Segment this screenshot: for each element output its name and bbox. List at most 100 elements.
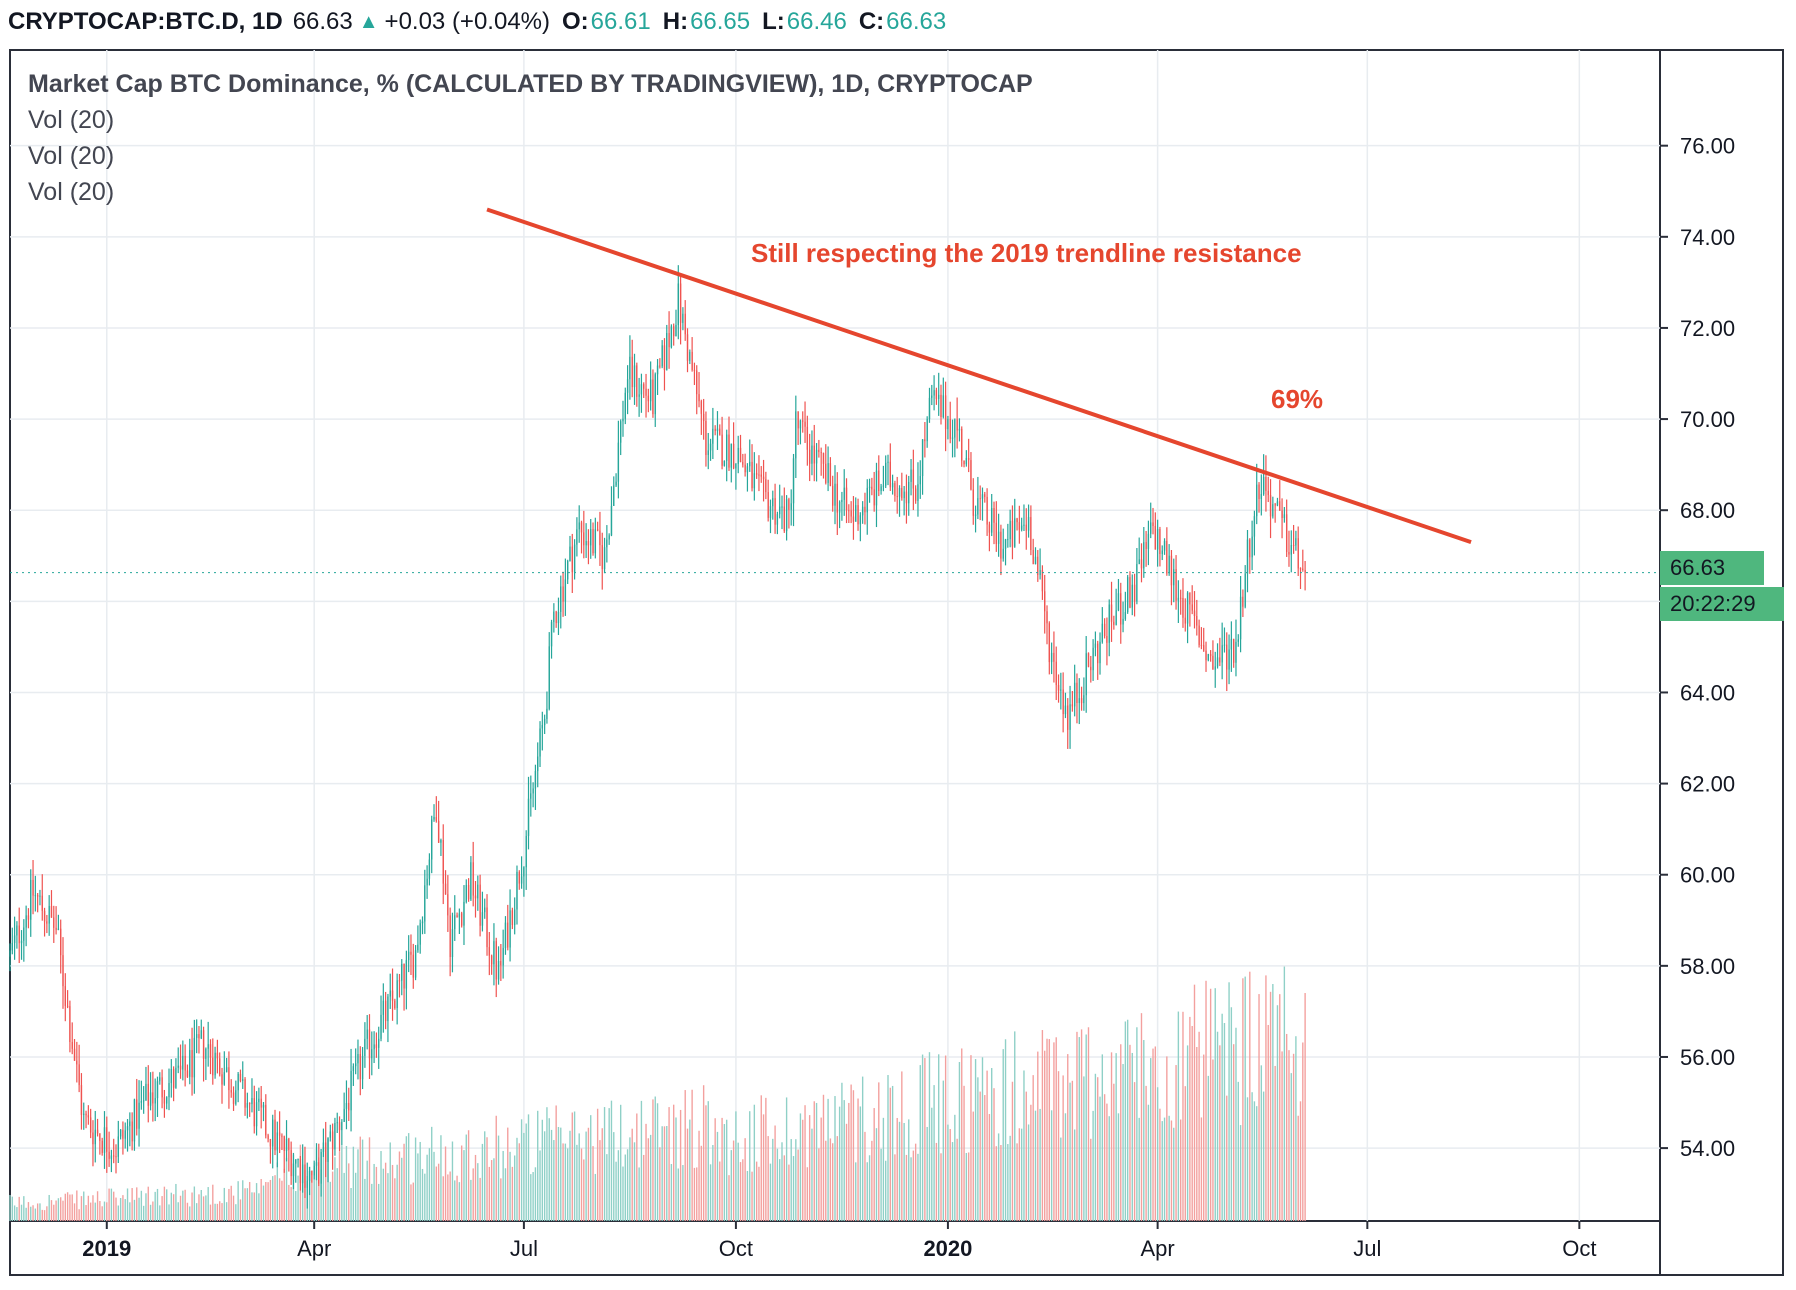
candle-body [590, 529, 592, 546]
candle-body [1281, 510, 1283, 519]
volume-bar [1193, 984, 1196, 1221]
volume-bar [133, 1199, 136, 1221]
candle-body [765, 479, 767, 493]
candle-body [921, 439, 924, 477]
candle-body [1044, 591, 1046, 612]
candle-body [564, 579, 567, 602]
candle-body [205, 1048, 207, 1059]
volume-bar [1269, 991, 1272, 1221]
volume-bar [843, 1100, 845, 1221]
candle-body [873, 489, 875, 506]
volume-bar [509, 1151, 511, 1221]
price-axis[interactable]: 54.0056.0058.0060.0062.0064.0066.0068.00… [1660, 134, 1735, 1161]
candle-body [1258, 484, 1260, 499]
candle-body [60, 928, 62, 956]
volume-bar [106, 1202, 108, 1221]
main-series-legend[interactable]: Market Cap BTC Dominance, % (CALCULATED … [28, 70, 1033, 98]
volume-bar [629, 1137, 631, 1221]
volume-bar [889, 1087, 891, 1221]
volume-bar [1265, 975, 1267, 1221]
candle-body [500, 960, 502, 966]
candle-body [1285, 514, 1288, 552]
volume-bar [1064, 1113, 1067, 1221]
volume-bar [495, 1115, 497, 1221]
candle-body [638, 394, 640, 397]
candle-body [265, 1104, 267, 1136]
volume-bar [484, 1131, 486, 1221]
candle-body [1179, 597, 1182, 599]
volume-bar [834, 1096, 836, 1221]
volume-bar [18, 1196, 20, 1221]
candle-body [106, 1127, 108, 1152]
volume-bar [493, 1158, 495, 1221]
volume-bar [1244, 976, 1246, 1221]
volume-bar [334, 1157, 336, 1221]
volume-bar [239, 1199, 242, 1221]
open-label: O: [562, 8, 589, 35]
volume-legend-1[interactable]: Vol (20) [28, 106, 115, 134]
candle-body [679, 283, 682, 323]
volume-bar [470, 1179, 472, 1221]
volume-bar [186, 1202, 189, 1221]
candle-body [166, 1097, 168, 1104]
candle-body [278, 1132, 281, 1136]
candle-body [1053, 652, 1055, 662]
candle-body [301, 1164, 304, 1184]
volume-bar [760, 1095, 762, 1221]
candle-body [838, 501, 841, 513]
volume-bar [1260, 1065, 1263, 1221]
volume-bar [1143, 1040, 1145, 1221]
candle-body [1002, 548, 1004, 559]
volume-bar [225, 1202, 228, 1221]
candle-body [666, 333, 668, 370]
candle-body [885, 462, 887, 486]
volume-bar [237, 1181, 239, 1221]
candle-body [255, 1102, 258, 1127]
candle-body [1235, 641, 1237, 663]
time-axis[interactable]: 2019 Apr Jul Oct 2020 Apr Jul Oct [82, 1221, 1596, 1261]
volume-bar [887, 1075, 889, 1221]
volume-legend-2[interactable]: Vol (20) [28, 142, 115, 170]
volume-bar [1002, 1049, 1004, 1221]
volume-bar [972, 1111, 974, 1221]
volume-bar [1290, 1073, 1292, 1221]
candle-body [954, 419, 956, 438]
volume-bar [827, 1098, 829, 1221]
volume-bar [875, 1128, 878, 1221]
candle-body [401, 964, 403, 981]
volume-bar [626, 1149, 629, 1221]
volume-bar [78, 1209, 80, 1221]
volume-bar [580, 1148, 583, 1221]
volume-bar [716, 1131, 719, 1221]
volume-bar [1205, 980, 1207, 1221]
candle-body [527, 798, 530, 836]
volume-bar [537, 1110, 539, 1221]
volume-bar [500, 1178, 502, 1221]
volume-bar [1177, 1011, 1180, 1221]
candle-body [783, 506, 785, 532]
candle-body [1097, 643, 1099, 664]
volume-bar [1110, 1052, 1113, 1221]
candle-body [645, 388, 647, 396]
candle-body [336, 1122, 338, 1124]
volume-legend-3[interactable]: Vol (20) [28, 178, 115, 206]
candle-body [32, 879, 34, 896]
candle-body [1076, 682, 1078, 704]
candle-body [640, 384, 643, 395]
volume-bar [553, 1140, 555, 1221]
volume-bar [198, 1194, 200, 1221]
candle-body [1198, 625, 1200, 645]
candle-body [27, 915, 30, 920]
candle-body [419, 923, 421, 945]
volume-bar [712, 1145, 714, 1221]
candle-body [1103, 623, 1106, 637]
candle-body [891, 483, 894, 488]
candle-body [315, 1162, 318, 1166]
volume-bar [974, 1059, 977, 1221]
candle-body [571, 546, 573, 573]
candle-body [477, 884, 479, 899]
candle-body [23, 927, 25, 941]
volume-bar [467, 1130, 470, 1221]
trendline-layer [10, 207, 1660, 574]
